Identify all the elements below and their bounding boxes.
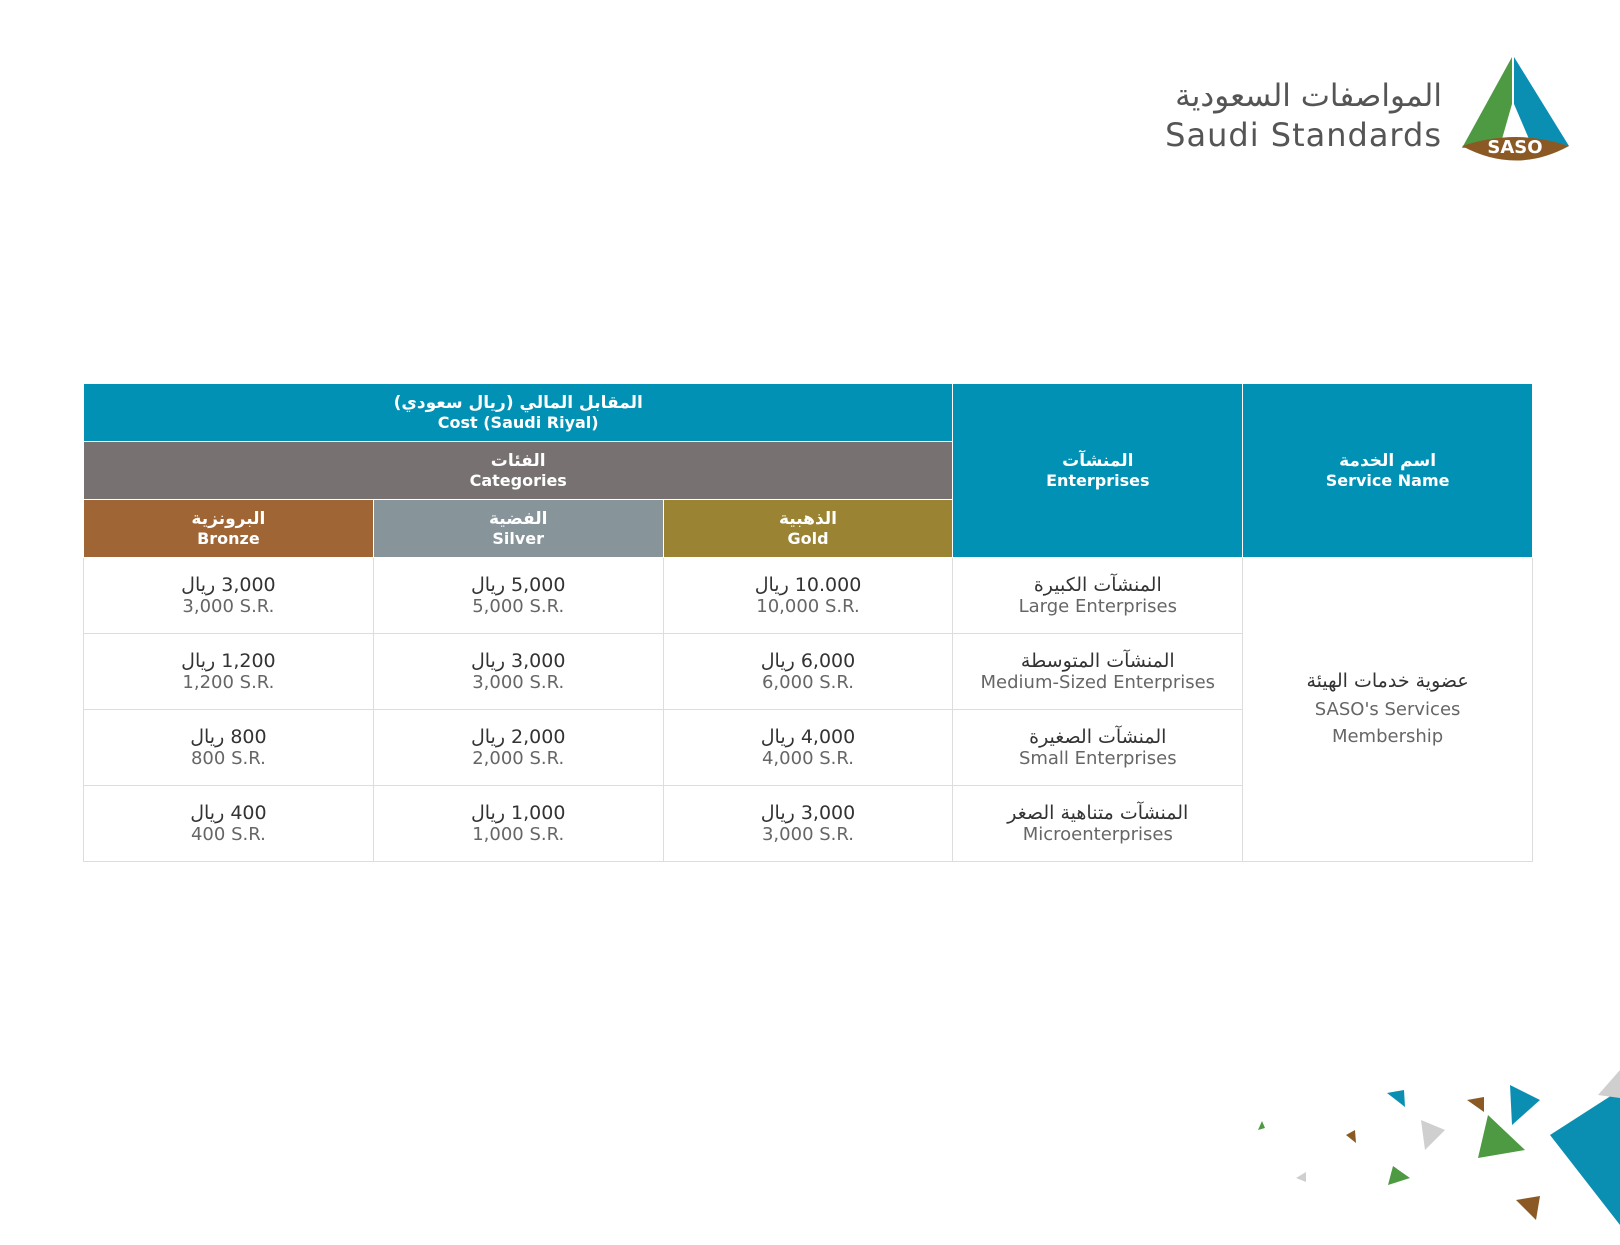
text: اسم الخدمة <box>1339 451 1437 471</box>
text-ar: 5,000 ريال <box>470 574 566 596</box>
text-ar: الذهبية <box>778 509 837 529</box>
text-ar: الفضية <box>488 509 548 529</box>
text-en: Bronze <box>197 529 260 548</box>
text: الفئات <box>490 451 546 471</box>
text-ar: 1,200 ريال <box>181 650 276 672</box>
text-en: Small Enterprises <box>1018 748 1177 769</box>
text-ar: المنشآت الصغيرة <box>1029 726 1167 748</box>
text-ar: 4,000 ريال <box>760 726 856 748</box>
cost-header: المقابل المالي (ريال سعودي) Cost (Saudi R… <box>82 383 954 442</box>
text-en: Large Enterprises <box>1018 596 1177 617</box>
table-row: 3,000 ريال 3,000 S.R. 5,000 ريال 5,000 S.R.… <box>83 557 1533 862</box>
text-ar: 400 ريال <box>190 802 267 824</box>
price-table: المقابل المالي (ريال سعودي) Cost (Saudi R… <box>82 383 1533 862</box>
text-ar: 10.000 ريال <box>754 574 862 596</box>
logo-arabic: المواصفات السعودية <box>1175 78 1442 114</box>
tier-header: البرونزية Bronze <box>83 499 374 558</box>
enterprise-cell: المنشآت المتوسطة Medium-Sized Enterprises <box>952 633 1244 710</box>
text-en: 3,000 S.R. <box>182 596 275 617</box>
text-ar: 3,000 ريال <box>470 650 566 672</box>
logo-mark: SASO <box>1462 57 1569 161</box>
price-cell: 1,200 ريال 1,200 S.R. <box>83 633 374 710</box>
text-en: 5,000 S.R. <box>472 596 565 617</box>
tier-header: الذهبية Gold <box>662 499 954 558</box>
text-ar: 3,000 ريال <box>760 802 856 824</box>
table-row: 1,200 ريال 1,200 S.R. 3,000 ريال 3,000 S.R.… <box>83 633 1533 710</box>
text-en: Gold <box>787 529 829 548</box>
tier-header: الفضية Silver <box>372 499 664 558</box>
categories-header: الفئات Categories <box>82 441 954 500</box>
enterprise-cell: المنشآت الصغيرة Small Enterprises <box>952 709 1244 786</box>
enterprises-header: المنشآت Enterprises <box>952 383 1244 558</box>
text-ar: المنشآت المتوسطة <box>1020 650 1175 672</box>
text-en: 3,000 S.R. <box>472 672 565 693</box>
text-en: 4,000 S.R. <box>761 748 854 769</box>
service-header: اسم الخدمة Service Name <box>1242 383 1533 558</box>
price-cell: 1,000 ريال 1,000 S.R. <box>372 785 664 862</box>
text-en: 2,000 S.R. <box>472 748 565 769</box>
price-cell: 800 ريال 800 S.R. <box>83 709 374 786</box>
text-en: 1,200 S.R. <box>182 672 275 693</box>
text-ar: المنشآت متناهية الصغر <box>1007 802 1189 824</box>
price-cell: 3,000 ريال 3,000 S.R. <box>372 633 664 710</box>
text-en: 800 S.R. <box>190 748 266 769</box>
logo-badge: SASO <box>1487 137 1542 158</box>
text: Categories <box>469 471 567 490</box>
text-en: Silver <box>492 529 545 548</box>
price-cell: 5,000 ريال 5,000 S.R. <box>372 557 664 634</box>
text-en: 1,000 S.R. <box>472 824 565 845</box>
logo-english: Saudi Standards <box>1165 116 1442 154</box>
text-ar: 2,000 ريال <box>470 726 566 748</box>
text-en: SASO's Services Membership <box>1314 698 1461 747</box>
price-cell: 3,000 ريال 3,000 S.R. <box>83 557 374 634</box>
text-en: Medium-Sized Enterprises <box>980 672 1216 693</box>
table-row: 800 ريال 800 S.R. 2,000 ريال 2,000 S.R. 4,00… <box>83 709 1533 786</box>
price-cell: 3,000 ريال 3,000 S.R. <box>662 785 954 862</box>
text-ar: 1,000 ريال <box>470 802 566 824</box>
text: Enterprises <box>1046 471 1150 490</box>
text-ar: 3,000 ريال <box>181 574 276 596</box>
price-cell: 400 ريال 400 S.R. <box>83 785 374 862</box>
text-en: 10,000 S.R. <box>756 596 860 617</box>
text-ar: 800 ريال <box>190 726 267 748</box>
enterprise-cell: المنشآت الكبيرة Large Enterprises <box>952 557 1244 634</box>
text-en: 400 S.R. <box>190 824 266 845</box>
text: المنشآت <box>1062 451 1134 471</box>
text-ar: المنشآت الكبيرة <box>1033 574 1162 596</box>
service-cell: عضوية خدمات الهيئة SASO's Services Member… <box>1242 557 1533 862</box>
price-cell: 10.000 ريال 10,000 S.R. <box>662 557 954 634</box>
text-ar: 6,000 ريال <box>760 650 856 672</box>
text-en: Microenterprises <box>1022 824 1173 845</box>
price-cell: 6,000 ريال 6,000 S.R. <box>662 633 954 710</box>
price-cell: 4,000 ريال 4,000 S.R. <box>662 709 954 786</box>
text-en: 3,000 S.R. <box>761 824 854 845</box>
text-en: 6,000 S.R. <box>761 672 854 693</box>
text: المقابل المالي (ريال سعودي) <box>393 393 643 413</box>
text-ar: عضوية خدمات الهيئة <box>1306 669 1469 692</box>
text-ar: البرونزية <box>191 509 266 529</box>
table-row: 400 ريال 400 S.R. 1,000 ريال 1,000 S.R. 3,00… <box>83 785 1533 862</box>
price-cell: 2,000 ريال 2,000 S.R. <box>372 709 664 786</box>
text: Cost (Saudi Riyal) <box>437 413 599 432</box>
enterprise-cell: المنشآت متناهية الصغر Microenterprises <box>952 785 1244 862</box>
text: Service Name <box>1325 471 1450 490</box>
